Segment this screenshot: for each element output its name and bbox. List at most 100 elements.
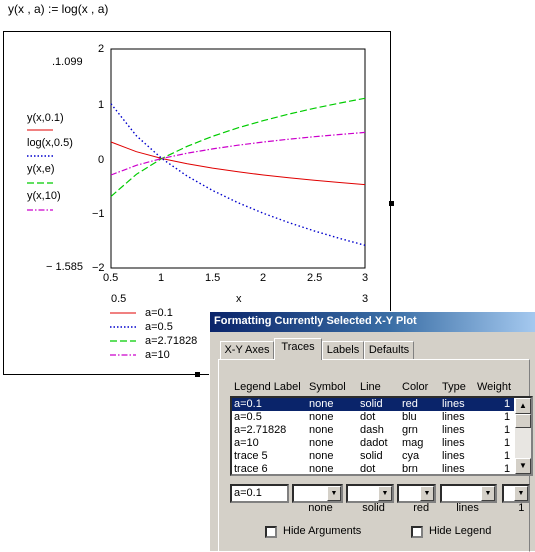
- chevron-down-icon[interactable]: ▼: [327, 486, 341, 501]
- hide-arguments-checkbox[interactable]: [265, 526, 277, 538]
- trace-row[interactable]: trace 6 none dot brn lines 1: [232, 463, 514, 475]
- x-min-marker: 0.5: [111, 293, 127, 305]
- y-tick-minus1: −1: [92, 208, 105, 220]
- cell-type: lines: [442, 437, 465, 449]
- cell-weight: 1: [504, 450, 511, 462]
- cell-label: trace 5: [234, 450, 268, 462]
- x-axis-label: x: [236, 293, 242, 305]
- left-legend-line-3: [27, 182, 53, 184]
- left-legend-expr-3: y(x,e): [27, 163, 55, 175]
- series-line-2: [110, 103, 366, 246]
- resize-handle-bottom[interactable]: [195, 372, 200, 377]
- left-legend-expr-4: y(x,10): [27, 190, 61, 202]
- chevron-down-icon[interactable]: ▼: [420, 486, 434, 501]
- cell-weight: 1: [504, 398, 511, 410]
- trace-row[interactable]: a=10 none dadot mag lines 1: [232, 437, 514, 450]
- cell-type: lines: [442, 398, 465, 410]
- cell-line: dash: [360, 424, 384, 436]
- bottom-legend-label-4: a=10: [145, 349, 170, 361]
- bottom-legend-line-2: [110, 326, 136, 328]
- header-color: Color: [402, 381, 429, 393]
- chevron-down-icon[interactable]: ▼: [514, 486, 528, 501]
- cell-symbol: none: [309, 463, 334, 475]
- cell-symbol: none: [309, 450, 334, 462]
- hide-legend-checkbox[interactable]: [411, 526, 423, 538]
- left-legend-line-2: [27, 155, 53, 157]
- hide-arguments-label[interactable]: Hide Arguments: [283, 525, 362, 537]
- hide-legend-label[interactable]: Hide Legend: [429, 525, 492, 537]
- header-weight: Weight: [477, 381, 512, 393]
- x-max-marker: 3: [362, 293, 369, 305]
- tab-labels[interactable]: Labels: [322, 341, 364, 359]
- scroll-down-icon[interactable]: ▼: [515, 458, 531, 474]
- weight-dropdown[interactable]: 1 ▼: [502, 484, 530, 514]
- cell-label: a=10: [234, 437, 259, 449]
- scroll-thumb[interactable]: [515, 414, 531, 428]
- chevron-down-icon[interactable]: ▼: [481, 486, 495, 501]
- cell-color: red: [402, 398, 418, 410]
- resize-handle-right[interactable]: [389, 201, 394, 206]
- cell-label: trace 6: [234, 463, 268, 475]
- header-symbol: Symbol: [309, 381, 346, 393]
- color-dropdown[interactable]: red ▼: [397, 484, 436, 514]
- bottom-legend-line-1: [110, 312, 136, 314]
- cell-weight: 1: [504, 424, 511, 436]
- color-value: red: [413, 502, 430, 514]
- cell-type: lines: [442, 463, 465, 475]
- left-legend-expr-1: y(x,0.1): [27, 112, 64, 124]
- weight-value: 1: [518, 502, 525, 514]
- trace-row[interactable]: a=2.71828 none dash grn lines 1: [232, 424, 514, 437]
- legend-label-input[interactable]: a=0.1: [230, 484, 289, 503]
- line-dropdown[interactable]: solid ▼: [346, 484, 394, 514]
- xy-plot-area[interactable]: [0, 0, 400, 380]
- plot-box: [110, 48, 366, 269]
- cell-label: a=0.1: [234, 398, 262, 410]
- trace-row[interactable]: a=0.1 none solid red lines 1: [232, 398, 514, 411]
- cell-symbol: none: [309, 411, 334, 423]
- trace-list-scrollbar[interactable]: ▲ ▼: [515, 398, 531, 474]
- header-legend-label: Legend Label: [234, 381, 301, 393]
- bottom-legend-label-2: a=0.5: [145, 321, 173, 333]
- tab-defaults[interactable]: Defaults: [364, 341, 414, 359]
- bottom-legend-label-1: a=0.1: [145, 307, 173, 319]
- cell-label: a=2.71828: [234, 424, 287, 436]
- cell-label: a=0.5: [234, 411, 262, 423]
- cell-symbol: none: [309, 424, 334, 436]
- bottom-legend-line-3: [110, 340, 136, 342]
- x-tick-2-5: 2.5: [307, 272, 323, 284]
- y-bottom-marker: − 1.585: [46, 261, 84, 273]
- cell-weight: 1: [504, 463, 511, 475]
- left-legend-line-4: [27, 209, 53, 211]
- chevron-down-icon[interactable]: ▼: [378, 486, 392, 501]
- cell-line: solid: [360, 398, 383, 410]
- trace-row[interactable]: a=0.5 none dot blu lines 1: [232, 411, 514, 424]
- cell-line: dot: [360, 463, 376, 475]
- cell-weight: 1: [504, 411, 511, 423]
- cell-type: lines: [442, 450, 465, 462]
- series-line-1: [110, 141, 366, 186]
- trace-row[interactable]: trace 5 none solid cya lines 1: [232, 450, 514, 463]
- y-tick-1: 1: [98, 99, 105, 111]
- cell-weight: 1: [504, 437, 511, 449]
- cell-color: blu: [402, 411, 417, 423]
- cell-color: cya: [402, 450, 420, 462]
- cell-line: solid: [360, 450, 383, 462]
- cell-symbol: none: [309, 398, 334, 410]
- trace-list[interactable]: a=0.1 none solid red lines 1 a=0.5 none …: [230, 396, 533, 476]
- tab-xy-axes[interactable]: X-Y Axes: [220, 341, 274, 359]
- function-definition[interactable]: y(x , a) := log(x , a): [8, 2, 109, 16]
- cell-color: brn: [402, 463, 418, 475]
- left-legend-expr-2: log(x,0.5): [27, 137, 73, 149]
- y-tick-minus2: −2: [92, 262, 105, 274]
- symbol-dropdown[interactable]: none ▼: [292, 484, 343, 514]
- type-value: lines: [456, 502, 479, 514]
- scroll-up-icon[interactable]: ▲: [515, 398, 531, 414]
- x-tick-1: 1: [158, 272, 165, 284]
- tab-traces[interactable]: Traces: [274, 338, 322, 360]
- symbol-value: none: [308, 502, 333, 514]
- cell-symbol: none: [309, 437, 334, 449]
- type-dropdown[interactable]: lines ▼: [440, 484, 497, 514]
- series-line-3: [110, 97, 366, 197]
- cell-line: dadot: [360, 437, 388, 449]
- dialog-titlebar[interactable]: Formatting Currently Selected X-Y Plot: [210, 312, 535, 332]
